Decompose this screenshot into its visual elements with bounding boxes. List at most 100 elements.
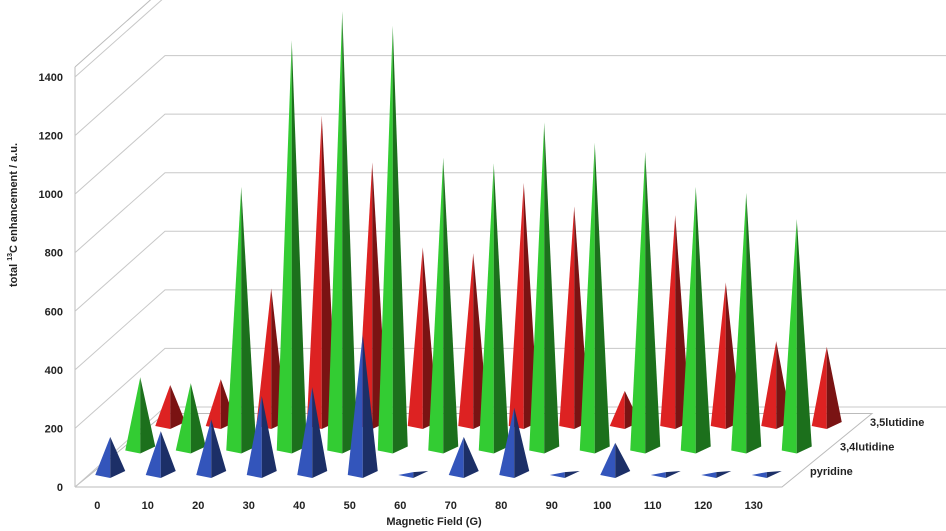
cone-face-side bbox=[110, 436, 126, 478]
x-tick-label: 30 bbox=[243, 500, 255, 512]
cone-face-front bbox=[226, 186, 242, 454]
chart-marks bbox=[95, 11, 842, 478]
cone-face-side bbox=[716, 471, 732, 478]
cone-face-side bbox=[392, 25, 408, 454]
cone-face-front bbox=[377, 25, 393, 454]
cone-mark bbox=[398, 471, 429, 478]
x-tick-label: 40 bbox=[293, 500, 305, 512]
cone-mark bbox=[478, 163, 509, 454]
cone-face-side bbox=[826, 346, 842, 429]
cone-mark bbox=[751, 471, 782, 478]
cone-face-side bbox=[645, 151, 661, 454]
cone-mark bbox=[377, 25, 408, 454]
cone-face-side bbox=[544, 122, 560, 454]
x-tick-labels: 0 10 20 30 40 50 60 70 80 90 100 110 120 130 bbox=[94, 500, 763, 512]
cone-mark bbox=[95, 436, 126, 478]
depth-label: 3,5lutidine bbox=[870, 417, 924, 429]
y-tick-label: 1200 bbox=[39, 131, 63, 143]
cone-face-side bbox=[413, 471, 429, 478]
cone-face-front bbox=[529, 122, 545, 454]
cone-face-front bbox=[680, 186, 696, 454]
cone-face-side bbox=[170, 385, 186, 429]
cone-mark bbox=[276, 40, 307, 454]
cone-face-front bbox=[630, 151, 646, 454]
cone-face-front bbox=[478, 163, 494, 454]
cone-face-side bbox=[291, 40, 307, 454]
cone-face-side bbox=[140, 377, 156, 454]
depth-label: pyridine bbox=[810, 466, 853, 478]
cone-face-front bbox=[579, 143, 595, 454]
cone-mark bbox=[811, 346, 842, 429]
y-tick-label: 200 bbox=[45, 423, 63, 435]
cone-face-front bbox=[600, 442, 616, 478]
depth-label: 3,4lutidine bbox=[840, 442, 894, 454]
cone-face-side bbox=[342, 11, 358, 454]
cone-face-front bbox=[710, 282, 726, 429]
cone-mark bbox=[680, 186, 711, 454]
cone-mark bbox=[701, 471, 732, 478]
cone-face-front bbox=[327, 11, 343, 454]
cone-mark bbox=[448, 436, 479, 478]
cone-face-front bbox=[398, 472, 414, 478]
x-tick-label: 90 bbox=[546, 500, 558, 512]
cone-mark bbox=[549, 471, 580, 478]
cone-face-side bbox=[211, 419, 227, 478]
cone-face-front bbox=[448, 436, 464, 478]
gridline bbox=[74, 0, 163, 78]
cone-mark bbox=[155, 385, 186, 429]
cone-mark bbox=[297, 387, 328, 478]
cone-face-side bbox=[594, 143, 610, 454]
y-axis-title: total 13C enhancement / a.u. bbox=[7, 143, 20, 287]
x-tick-label: 70 bbox=[445, 500, 457, 512]
cone-face-side bbox=[746, 192, 762, 454]
cone-mark bbox=[731, 192, 762, 454]
cone-face-front bbox=[549, 472, 565, 478]
cone-face-front bbox=[306, 115, 322, 430]
cone-face-side bbox=[695, 186, 711, 454]
x-tick-label: 120 bbox=[694, 500, 712, 512]
cone-face-side bbox=[261, 395, 277, 478]
y-tick-label: 1000 bbox=[39, 189, 63, 201]
series-1 bbox=[125, 11, 812, 454]
cone-face-front bbox=[407, 247, 423, 429]
cone-mark bbox=[650, 471, 681, 478]
gridline bbox=[74, 172, 946, 254]
x-tick-label: 10 bbox=[142, 500, 154, 512]
cone-mark bbox=[196, 419, 227, 478]
y-tick-label: 800 bbox=[45, 248, 63, 260]
gridline bbox=[74, 347, 946, 429]
cone-face-side bbox=[766, 471, 782, 478]
x-tick-label: 110 bbox=[644, 500, 662, 512]
cone-face-front bbox=[781, 219, 797, 454]
cone-face-front bbox=[731, 192, 747, 454]
x-tick-label: 50 bbox=[344, 500, 356, 512]
cone-mark bbox=[529, 122, 560, 454]
cone-face-front bbox=[145, 431, 161, 478]
x-axis-title: Magnetic Field (G) bbox=[386, 516, 482, 528]
cone-face-front bbox=[761, 341, 777, 429]
x-tick-label: 80 bbox=[495, 500, 507, 512]
cone-face-front bbox=[701, 472, 717, 478]
cone-mark bbox=[327, 11, 358, 454]
gridline bbox=[74, 113, 946, 195]
cone-face-front bbox=[155, 385, 171, 429]
cone-face-side bbox=[615, 442, 631, 478]
cone-face-front bbox=[559, 206, 575, 429]
cone-mark bbox=[428, 157, 459, 454]
cone-mark bbox=[600, 442, 631, 478]
cone-face-side bbox=[463, 436, 479, 478]
cone-face-front bbox=[256, 288, 272, 429]
gridline bbox=[74, 289, 946, 371]
cone-mark bbox=[246, 395, 277, 478]
cone-face-side bbox=[796, 219, 812, 454]
gridline bbox=[74, 55, 946, 136]
gridline bbox=[74, 230, 946, 312]
cone-face-front bbox=[276, 40, 292, 454]
cone-face-front bbox=[751, 472, 767, 478]
cone-face-front bbox=[650, 472, 666, 478]
cone-face-side bbox=[362, 334, 378, 478]
y-tick-labels: 0 200 400 600 800 1000 1200 1400 bbox=[39, 72, 63, 494]
series-0 bbox=[95, 334, 782, 478]
y-tick-label: 400 bbox=[45, 365, 63, 377]
cone-face-front bbox=[246, 395, 262, 478]
